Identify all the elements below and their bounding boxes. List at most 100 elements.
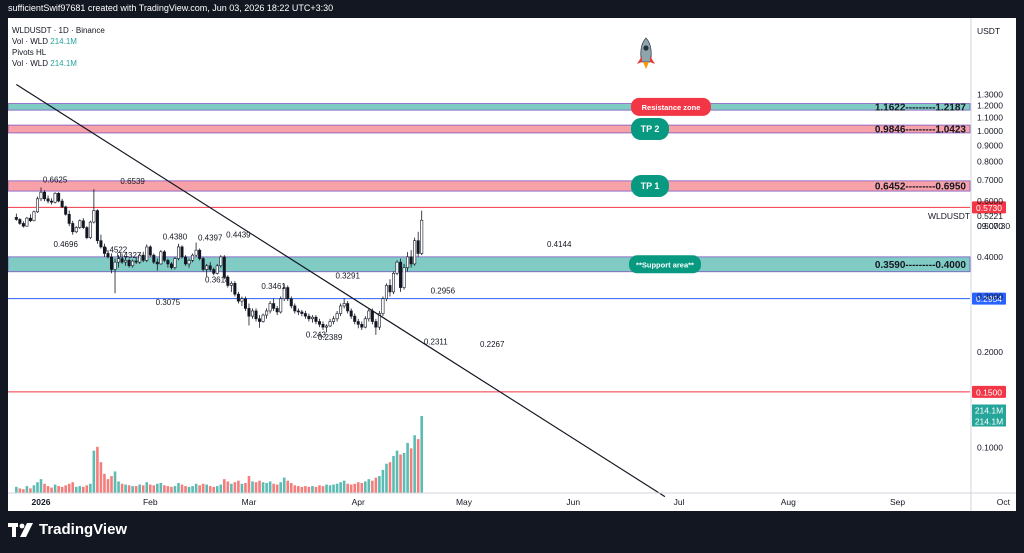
volume-bar xyxy=(60,486,64,493)
volume-bar xyxy=(311,486,314,493)
candle-body xyxy=(212,269,216,274)
price-chart[interactable]: 1.1622---------1.2187 0.9846---------1.04… xyxy=(7,18,1016,511)
volume-bar xyxy=(300,486,304,493)
candle-body xyxy=(46,198,50,202)
volume-bar xyxy=(180,484,184,493)
candle xyxy=(106,250,110,259)
volume-bar xyxy=(96,446,99,493)
volume-bar xyxy=(378,476,381,493)
candle xyxy=(391,271,395,295)
volume-bar xyxy=(156,483,159,493)
volume-bar xyxy=(240,483,244,493)
candle-body xyxy=(194,249,198,256)
candle-body xyxy=(131,260,135,267)
pivot-label: 0.6539 xyxy=(120,177,145,186)
volume-bar xyxy=(201,483,205,493)
volume-bar xyxy=(346,483,349,493)
candle-body xyxy=(261,314,265,322)
candle-body xyxy=(208,265,212,270)
zone-tp1[interactable]: 0.6452---------0.6950 xyxy=(7,180,971,193)
x-tick-label: May xyxy=(456,497,473,507)
candle-body xyxy=(205,265,209,270)
y-tick-label: 1.1000 xyxy=(977,113,1003,123)
chart-legend: WLDUSDT · 1D · Binance Vol · WLD 214.1M … xyxy=(12,25,105,69)
volume-bar xyxy=(113,471,117,493)
candle xyxy=(32,210,36,222)
candle-body xyxy=(332,318,336,322)
tradingview-logo[interactable]: TradingView xyxy=(8,521,127,538)
candle xyxy=(166,258,170,268)
chart-panel[interactable]: 1.1622---------1.2187 0.9846---------1.04… xyxy=(7,18,1016,511)
candle xyxy=(420,210,424,256)
volume-bar xyxy=(78,486,82,493)
legend-volume-value: 214.1M xyxy=(50,37,77,46)
candle-body xyxy=(346,303,350,312)
footer-bar xyxy=(0,511,1024,553)
zone-support-range: 0.3590---------0.4000 xyxy=(875,260,967,271)
candle xyxy=(212,267,216,276)
candle xyxy=(254,308,258,322)
volume-bar xyxy=(402,452,406,493)
tradingview-brand: TradingView xyxy=(39,521,128,538)
candle-body xyxy=(166,260,170,265)
candle xyxy=(169,262,173,270)
candle-body xyxy=(198,249,202,259)
zone-tag-tp2: TP 2 xyxy=(631,118,669,141)
candle-body xyxy=(254,310,258,320)
volume-bar xyxy=(307,486,311,493)
zone-tag-tp1-bg xyxy=(631,174,669,197)
candle xyxy=(339,303,343,317)
volume-bar xyxy=(406,442,409,493)
volume-badge-label-1: 214.1M xyxy=(975,417,1003,427)
candle-body xyxy=(53,192,57,203)
candle-body xyxy=(169,263,173,268)
legend-pivots[interactable]: Pivots HL xyxy=(12,48,47,57)
legend-volume-2[interactable]: Vol · WLD 214.1M xyxy=(12,58,105,69)
zone-resistance-range: 1.1622---------1.2187 xyxy=(875,102,967,113)
volume-bar xyxy=(177,482,180,493)
volume-bar xyxy=(22,489,25,493)
candle xyxy=(145,244,149,263)
zone-resistance[interactable]: 1.1622---------1.2187 xyxy=(7,102,971,113)
candle xyxy=(328,318,332,328)
volume-bar xyxy=(64,485,67,493)
volume-bar xyxy=(265,482,268,493)
volume-bar xyxy=(360,482,364,493)
legend-volume-value-2: 214.1M xyxy=(50,59,77,68)
candle xyxy=(198,248,202,261)
candle xyxy=(95,209,99,244)
x-tick-label: Mar xyxy=(242,497,257,507)
y-tick-label: 0.7000 xyxy=(977,175,1003,185)
candle xyxy=(321,321,325,331)
candle-body xyxy=(321,324,325,328)
candle xyxy=(162,250,166,263)
candle xyxy=(314,315,318,325)
candle-body xyxy=(184,256,188,265)
candle xyxy=(120,253,124,264)
candle xyxy=(64,205,68,216)
candle-body xyxy=(78,220,82,228)
candle xyxy=(99,234,103,249)
legend-volume[interactable]: Vol · WLD 214.1M xyxy=(12,36,105,47)
zone-tp2[interactable]: 0.9846---------1.0423 xyxy=(7,125,971,136)
candle-body xyxy=(148,246,152,256)
candle xyxy=(35,196,39,214)
candle xyxy=(134,256,138,264)
price-line-label-1: 0.2954 xyxy=(976,294,1002,304)
legend-symbol[interactable]: WLDUSDT · 1D · Binance xyxy=(12,26,105,35)
candle-body xyxy=(99,240,103,248)
zone-support[interactable]: 0.3590---------0.4000 xyxy=(7,256,971,273)
candle-body xyxy=(35,198,39,213)
volume-bar xyxy=(279,482,282,493)
candle xyxy=(194,242,198,257)
volume-bar xyxy=(349,484,353,493)
volume-bar xyxy=(145,482,149,493)
zone-support-box xyxy=(7,256,971,273)
volume-bar xyxy=(416,439,420,493)
candle xyxy=(272,298,276,311)
volume-bar xyxy=(25,486,29,493)
volume-bar xyxy=(385,463,388,493)
candle-body xyxy=(71,223,75,233)
volume-bar xyxy=(233,482,237,493)
volume-bar xyxy=(230,483,233,493)
